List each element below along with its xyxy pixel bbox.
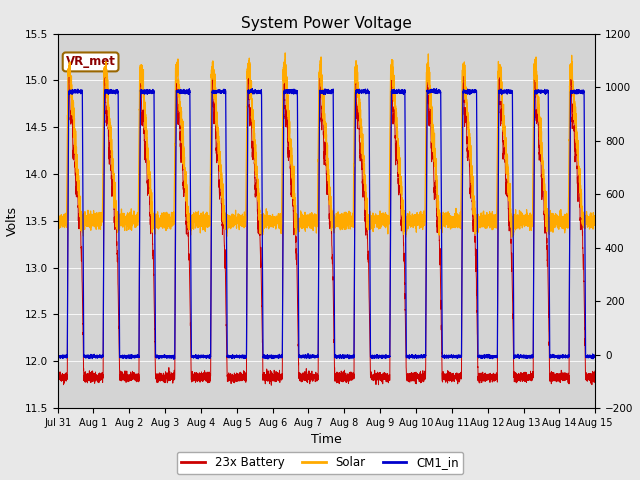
X-axis label: Time: Time — [311, 433, 342, 446]
Text: VR_met: VR_met — [66, 55, 116, 69]
Title: System Power Voltage: System Power Voltage — [241, 16, 412, 31]
Y-axis label: Volts: Volts — [6, 206, 19, 236]
Legend: 23x Battery, Solar, CM1_in: 23x Battery, Solar, CM1_in — [177, 452, 463, 474]
